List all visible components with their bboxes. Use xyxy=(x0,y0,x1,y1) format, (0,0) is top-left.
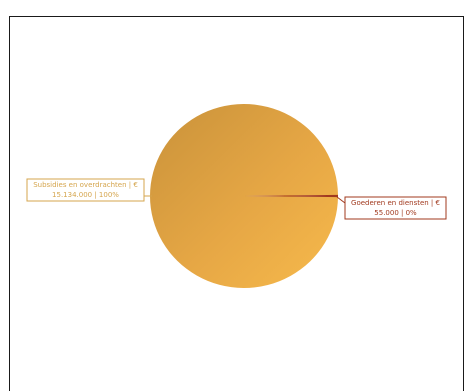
pie-slice-goederen xyxy=(244,194,339,198)
callout-text-goederen-line2: 55.000 | 0% xyxy=(374,209,417,217)
callout-text-goederen-line1: Goederen en diensten | € xyxy=(351,199,440,207)
callout-box-subsidies xyxy=(26,178,145,202)
leader-line-goederen xyxy=(336,196,346,204)
callout-box-goederen xyxy=(344,196,447,220)
callout-text-subsidies-line1: Subsidies en overdrachten | € xyxy=(33,181,138,189)
callout-text-subsidies-line2: 15.134.000 | 100% xyxy=(52,191,119,199)
pie-slice-subsidies xyxy=(150,104,338,288)
